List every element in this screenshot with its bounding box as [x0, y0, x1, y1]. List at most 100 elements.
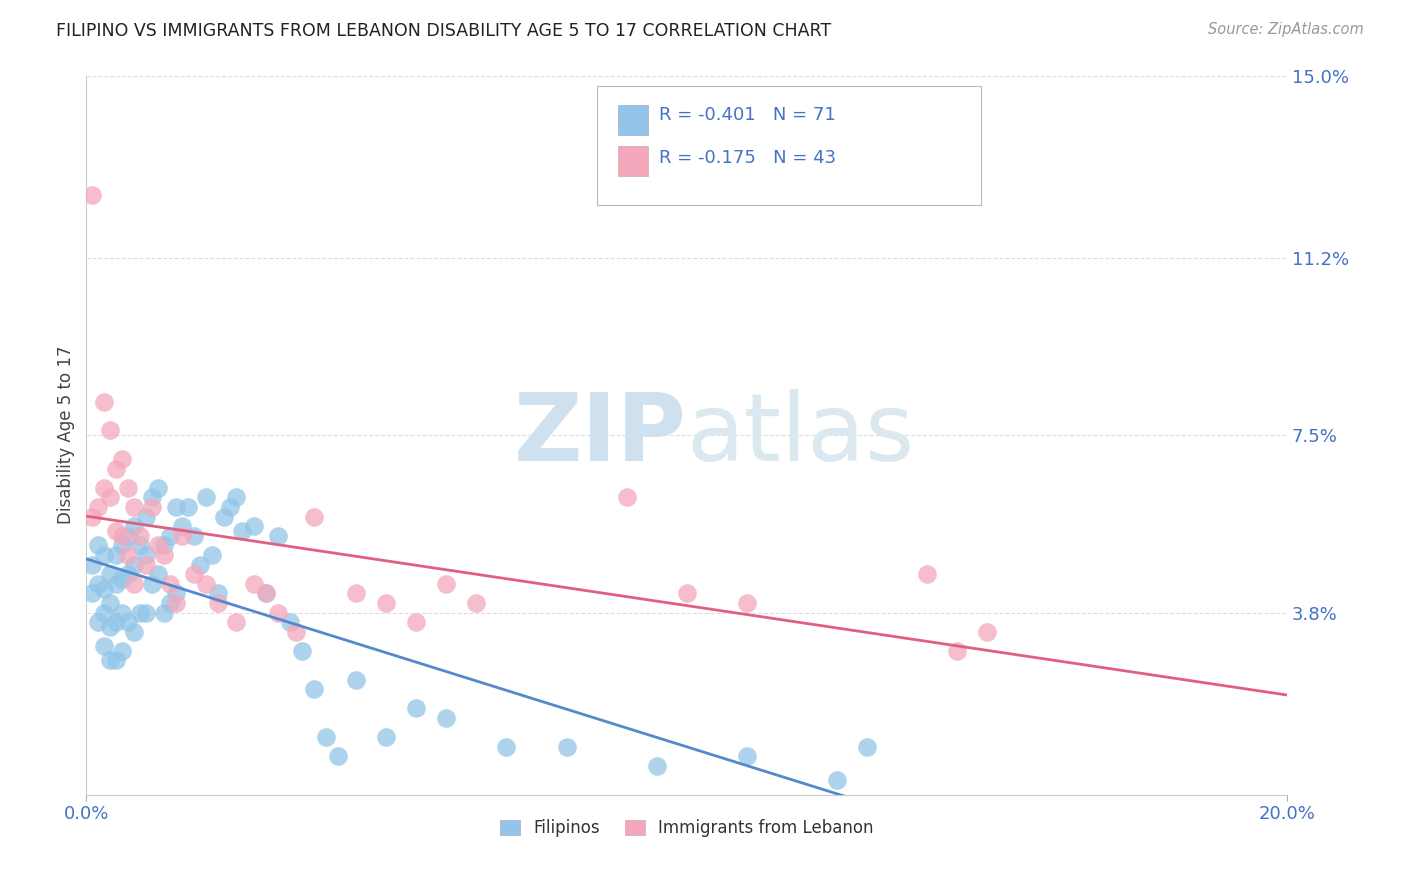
- FancyBboxPatch shape: [619, 105, 648, 136]
- Point: [98, 620, 121, 634]
- Point: [82, 558, 104, 572]
- Point: [111, 644, 134, 658]
- Point: [153, 538, 176, 552]
- Point: [465, 596, 488, 610]
- Text: atlas: atlas: [686, 389, 915, 481]
- Point: [405, 615, 427, 629]
- Point: [148, 567, 170, 582]
- Point: [219, 500, 242, 514]
- Point: [129, 538, 152, 552]
- Point: [201, 548, 224, 562]
- Legend: Filipinos, Immigrants from Lebanon: Filipinos, Immigrants from Lebanon: [494, 813, 880, 844]
- Point: [159, 529, 181, 543]
- Point: [285, 624, 308, 639]
- Point: [735, 596, 758, 610]
- Point: [87, 576, 110, 591]
- Point: [183, 567, 205, 582]
- Point: [735, 749, 758, 764]
- Point: [124, 558, 146, 572]
- Point: [87, 538, 110, 552]
- Point: [291, 644, 314, 658]
- Point: [82, 509, 104, 524]
- Point: [267, 606, 290, 620]
- Point: [148, 481, 170, 495]
- Point: [165, 500, 187, 514]
- Point: [105, 548, 128, 562]
- Point: [172, 529, 194, 543]
- Point: [207, 596, 229, 610]
- FancyBboxPatch shape: [596, 87, 981, 205]
- Point: [188, 558, 211, 572]
- Text: R = -0.175   N = 43: R = -0.175 N = 43: [659, 149, 837, 167]
- Point: [344, 673, 367, 687]
- Point: [148, 538, 170, 552]
- Point: [915, 567, 938, 582]
- Point: [111, 529, 134, 543]
- Point: [328, 749, 350, 764]
- Point: [225, 491, 247, 505]
- Point: [93, 481, 115, 495]
- Point: [159, 596, 181, 610]
- Point: [855, 739, 877, 754]
- Point: [82, 188, 104, 202]
- Point: [117, 567, 139, 582]
- Point: [945, 644, 967, 658]
- Point: [124, 624, 146, 639]
- Point: [825, 773, 848, 788]
- Point: [93, 394, 115, 409]
- Point: [254, 586, 277, 600]
- Point: [105, 576, 128, 591]
- Point: [555, 739, 578, 754]
- Text: ZIP: ZIP: [513, 389, 686, 481]
- Point: [225, 615, 247, 629]
- Point: [375, 596, 398, 610]
- Point: [495, 739, 517, 754]
- Point: [98, 596, 121, 610]
- Text: R = -0.401   N = 71: R = -0.401 N = 71: [659, 106, 835, 124]
- Point: [645, 759, 668, 773]
- Point: [135, 558, 157, 572]
- Point: [135, 509, 157, 524]
- Point: [304, 682, 326, 697]
- Point: [304, 509, 326, 524]
- Point: [135, 548, 157, 562]
- Point: [214, 509, 236, 524]
- Point: [153, 548, 176, 562]
- Point: [93, 582, 115, 596]
- Point: [117, 615, 139, 629]
- Point: [93, 606, 115, 620]
- Point: [87, 615, 110, 629]
- Point: [87, 500, 110, 514]
- Point: [105, 653, 128, 667]
- Point: [98, 653, 121, 667]
- Point: [124, 519, 146, 533]
- Point: [111, 606, 134, 620]
- Point: [243, 576, 266, 591]
- Point: [231, 524, 253, 538]
- Point: [976, 624, 998, 639]
- Point: [141, 576, 163, 591]
- Point: [117, 548, 139, 562]
- Text: FILIPINO VS IMMIGRANTS FROM LEBANON DISABILITY AGE 5 TO 17 CORRELATION CHART: FILIPINO VS IMMIGRANTS FROM LEBANON DISA…: [56, 22, 831, 40]
- Point: [105, 524, 128, 538]
- Point: [405, 701, 427, 715]
- Point: [129, 529, 152, 543]
- Point: [436, 711, 458, 725]
- Point: [141, 500, 163, 514]
- Point: [165, 596, 187, 610]
- Point: [344, 586, 367, 600]
- Point: [195, 491, 218, 505]
- Point: [105, 461, 128, 475]
- Point: [315, 730, 337, 744]
- Point: [93, 639, 115, 653]
- Point: [98, 567, 121, 582]
- Point: [117, 481, 139, 495]
- Point: [111, 452, 134, 467]
- Point: [616, 491, 638, 505]
- Point: [165, 586, 187, 600]
- Text: Source: ZipAtlas.com: Source: ZipAtlas.com: [1208, 22, 1364, 37]
- Point: [436, 576, 458, 591]
- Point: [111, 572, 134, 586]
- Point: [124, 500, 146, 514]
- Point: [183, 529, 205, 543]
